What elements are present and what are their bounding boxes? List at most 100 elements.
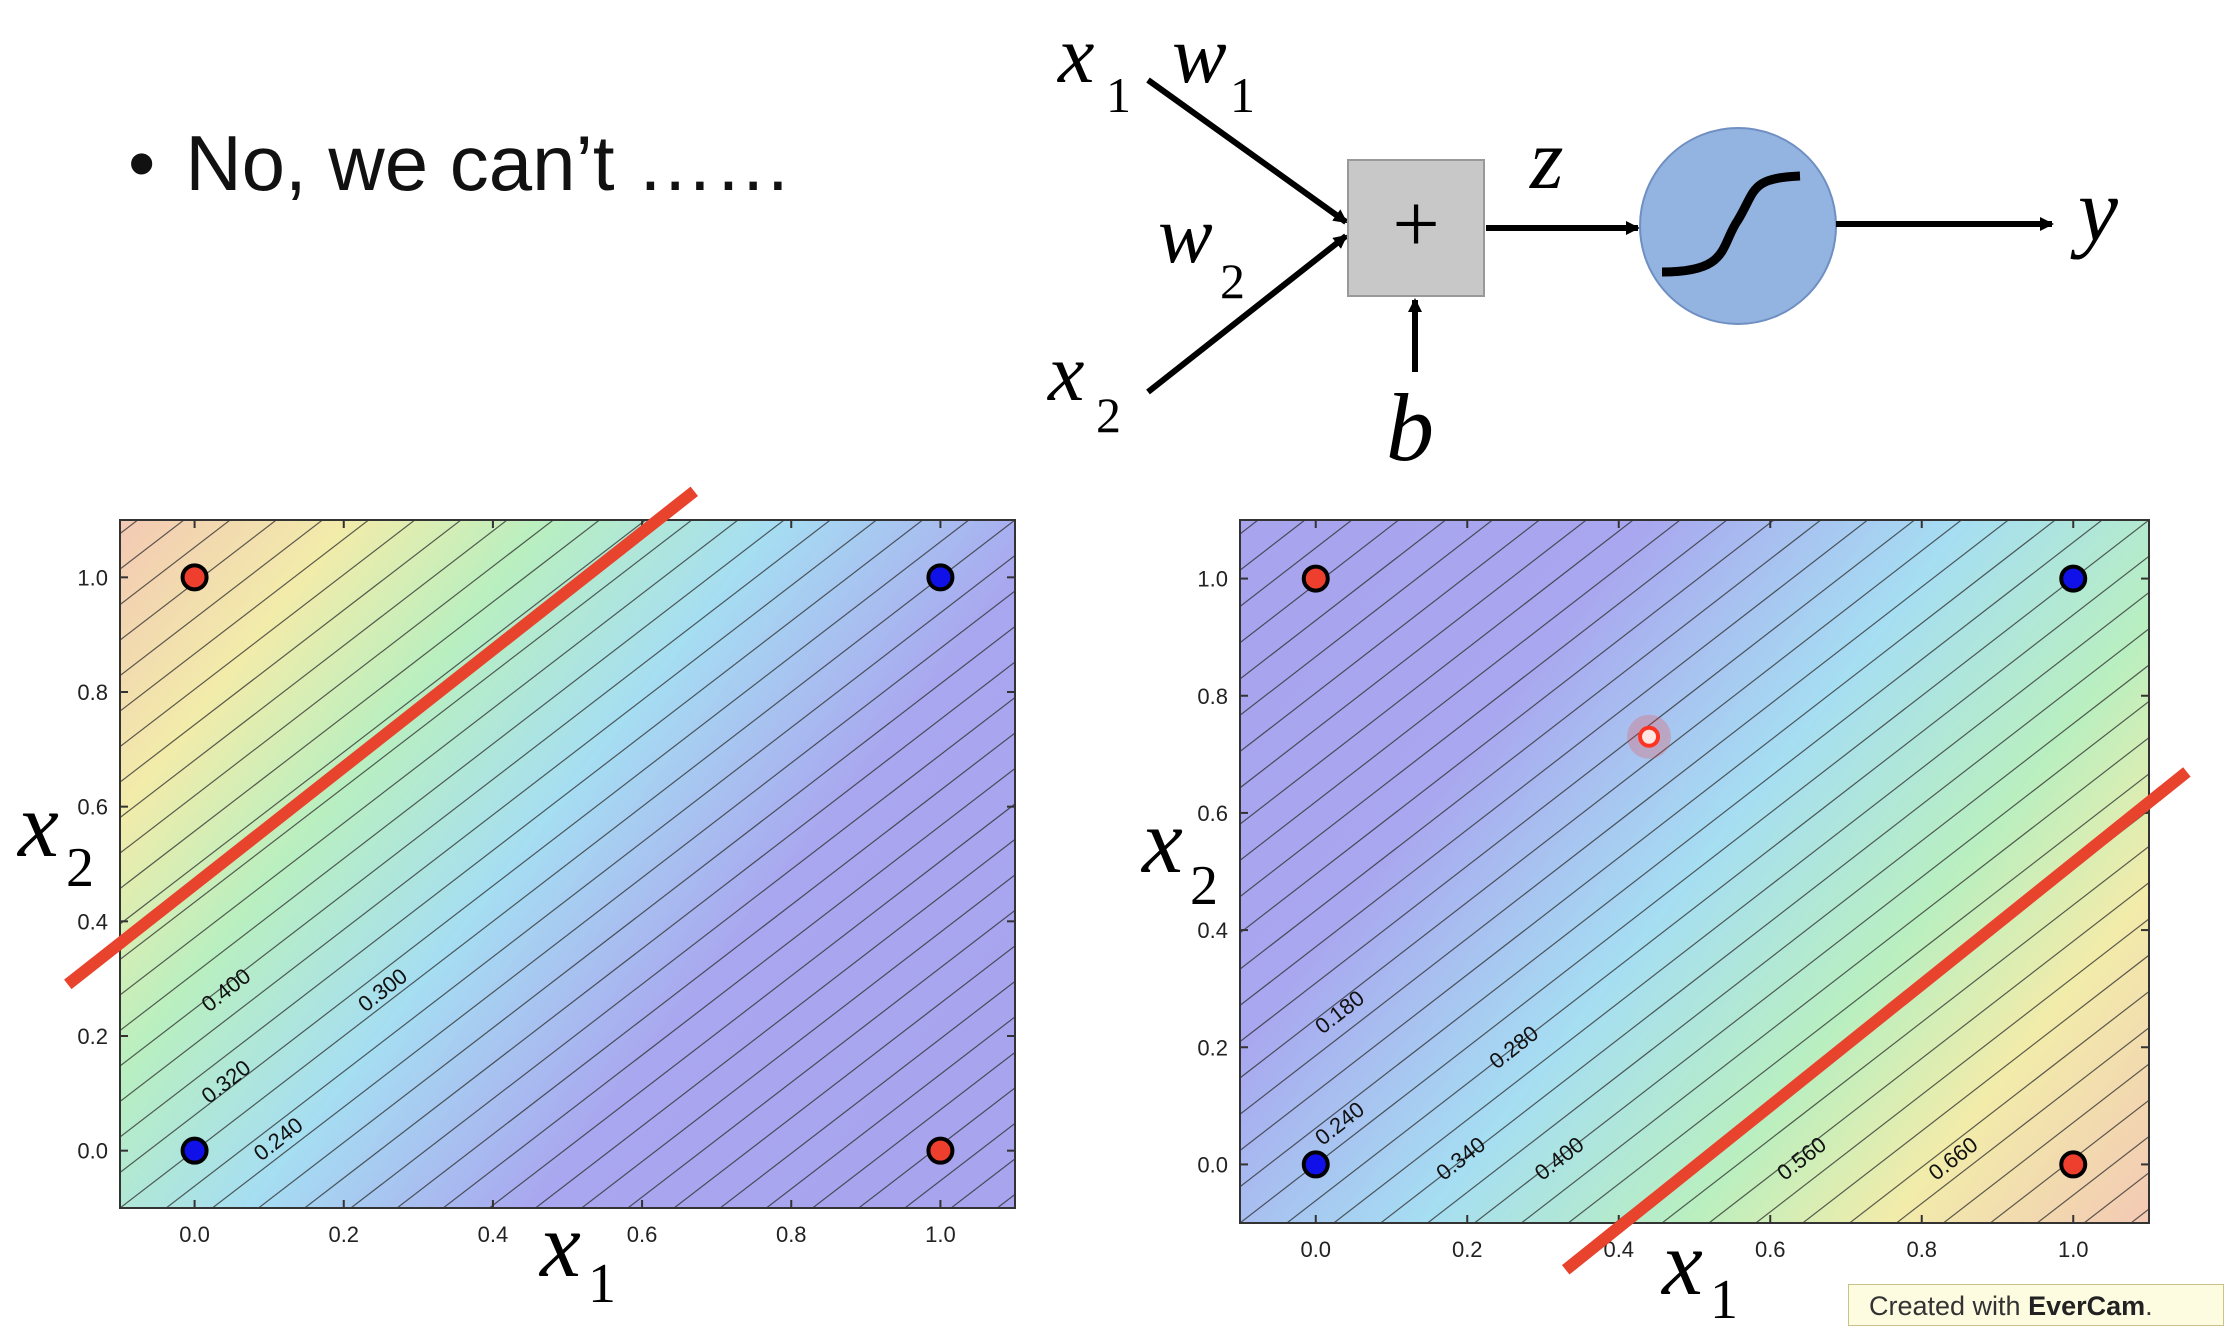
svg-text:w: w (1158, 189, 1213, 280)
svg-text:1: 1 (588, 1253, 616, 1315)
contour-line (1240, 520, 1869, 1007)
svg-text:2: 2 (1096, 387, 1121, 443)
contour-line (1426, 664, 2149, 1223)
contour-line (120, 520, 739, 996)
svg-text:2: 2 (1220, 253, 1245, 309)
output-y-label: y (2070, 161, 2118, 260)
contour-line (1240, 520, 1822, 970)
x-tick-label: 0.6 (627, 1222, 658, 1247)
x-tick-label: 0.8 (776, 1222, 807, 1247)
y-tick-label: 0.8 (77, 680, 108, 705)
x-tick-label: 1.0 (925, 1222, 956, 1247)
input-x2-label: x 2 (1047, 327, 1121, 443)
x-tick-label: 0.8 (1906, 1237, 1937, 1262)
svg-text:x: x (1047, 327, 1084, 418)
contour-line (1240, 520, 1775, 934)
contour-line (1332, 591, 2149, 1223)
contour-line (534, 838, 1015, 1208)
contour-line (1240, 520, 1916, 1043)
bias-b-label: b (1386, 374, 1434, 480)
decision-boundary-group (1561, 767, 2191, 1275)
y-axis-label: x 2 (1140, 790, 1218, 917)
contour-line (1240, 520, 2104, 1188)
svg-text:2: 2 (66, 837, 94, 899)
x2-edge-arrow (1146, 233, 1348, 395)
x1-edge-arrow (1146, 77, 1348, 225)
x-tick-label: 0.0 (1300, 1237, 1331, 1262)
contour-lines (120, 520, 1015, 1208)
z-label: z (1529, 111, 1563, 207)
svg-text:x: x (1660, 1212, 1703, 1314)
contour-line (120, 520, 924, 1138)
decision-boundary-group (64, 486, 699, 990)
weight-w2-label: w 2 (1158, 189, 1245, 309)
sigmoid-curve-icon (1661, 171, 1801, 277)
contour-chart-right: 0.0 0.2 0.4 0.6 0.8 1.00.00.20.40.60.81.0 0.1… (1140, 519, 2191, 1326)
blue-data-point (180, 1136, 209, 1165)
svg-text:1: 1 (1106, 67, 1131, 123)
contour-line (1240, 520, 1963, 1079)
x-tick-label: 0.6 (1755, 1237, 1786, 1262)
red-data-point (1301, 564, 1330, 593)
contour-line (1661, 845, 2149, 1223)
contour-line (1379, 628, 2149, 1223)
blue-data-point (1301, 1150, 1330, 1179)
bullet-text: No, we can’t …… (185, 119, 793, 207)
contour-line (396, 732, 1015, 1208)
contour-line (120, 520, 693, 961)
x-tick-label: 0.2 (328, 1222, 359, 1247)
x-tick-label: 0.0 (179, 1222, 210, 1247)
contour-line (120, 520, 647, 925)
bullet-point: • No, we can’t …… (128, 118, 792, 209)
y-tick-label: 0.6 (77, 795, 108, 820)
contour-line (120, 520, 832, 1067)
svg-text:x: x (1057, 9, 1094, 100)
contour-line (120, 520, 1015, 1208)
y-tick-label: 0.2 (1197, 1035, 1228, 1060)
x-tick-label: 0.4 (478, 1222, 509, 1247)
contour-line (1567, 773, 2149, 1223)
y-tick-label: 0.4 (77, 909, 108, 934)
contour-line (1473, 700, 2149, 1223)
red-data-point (2059, 1150, 2088, 1179)
decision-boundary-line (1561, 767, 2191, 1275)
x-axis-label: x 1 (1660, 1212, 1738, 1326)
contour-line (1285, 555, 2149, 1223)
contour-line (257, 625, 1015, 1208)
y-tick-label: 0.0 (77, 1139, 108, 1164)
decision-boundary-line (64, 486, 699, 990)
contour-line (120, 520, 601, 890)
svg-text:1: 1 (1230, 67, 1255, 123)
plot-frame (119, 519, 1016, 1209)
svg-text:2: 2 (1190, 855, 1218, 917)
x-tick-label: 0.2 (1452, 1237, 1483, 1262)
contour-line (211, 590, 1015, 1208)
x-tick-label: 1.0 (2058, 1237, 2089, 1262)
evercam-watermark: Created with EverCam. (1848, 1284, 2224, 1326)
red-data-point (180, 563, 209, 592)
contour-line (120, 520, 878, 1103)
contour-line (1240, 520, 1728, 898)
y-tick-label: 0.4 (1197, 918, 1228, 943)
y-tick-label: 0.2 (77, 1024, 108, 1049)
data-points (1301, 564, 2088, 1179)
contour-line (165, 554, 1015, 1208)
svg-text:x: x (1140, 790, 1183, 892)
bullet-marker: • (128, 119, 156, 207)
y-tick-label: 0.0 (1197, 1152, 1228, 1177)
contour-line (488, 803, 1015, 1208)
axis-ticks: 0.0 0.2 0.4 0.6 0.8 1.0 0.0 0.2 0.4 0.6 0.8 1.0 (77, 520, 1015, 1247)
blue-data-point (2059, 564, 2088, 593)
cursor-indicator (1638, 725, 1661, 748)
red-data-point (926, 1136, 955, 1165)
y-tick-label: 1.0 (1197, 567, 1228, 592)
y-tick-label: 0.6 (1197, 801, 1228, 826)
y-tick-label: 0.8 (1197, 684, 1228, 709)
neuron-diagram: x 1 w 1 w 2 x 2 + b z y (1047, 9, 2118, 480)
x-axis-label: x 1 (538, 1194, 616, 1315)
contour-chart-left: 0.0 0.2 0.4 0.6 0.8 1.0 0.0 0.2 0.4 0.6 0.8 1.0 0.4… (16, 486, 1016, 1315)
contour-line (1240, 520, 2057, 1152)
cursor-group (1627, 714, 1672, 759)
contour-line (442, 767, 1015, 1208)
